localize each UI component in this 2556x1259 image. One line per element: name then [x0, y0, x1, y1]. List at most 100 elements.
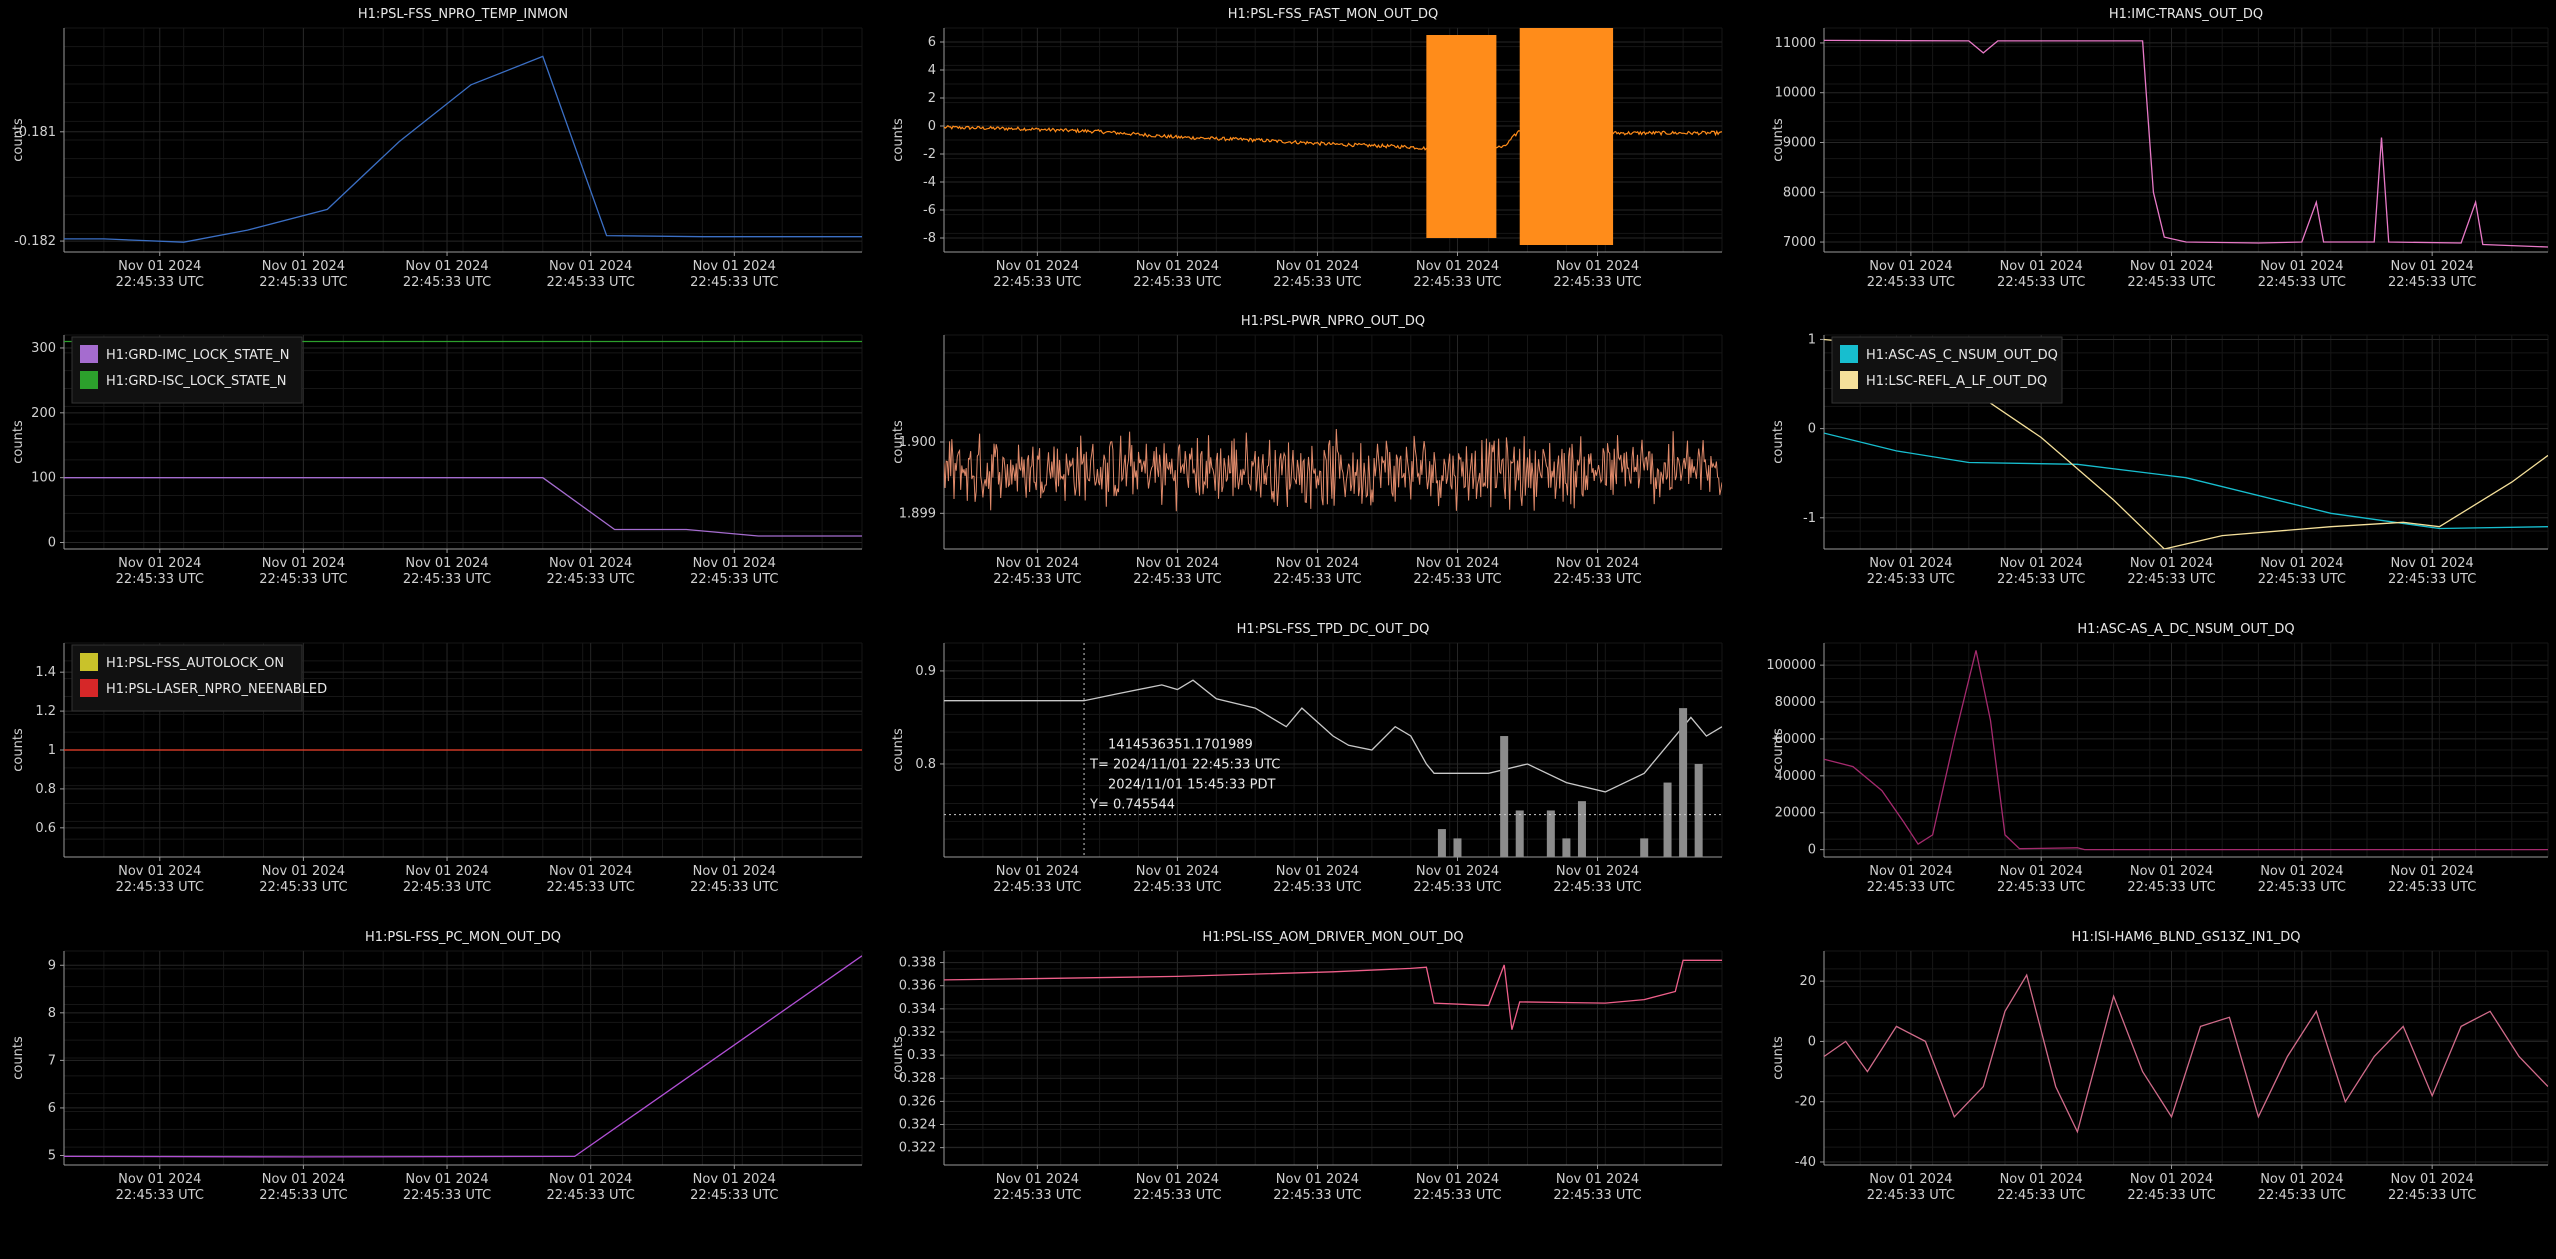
x-tick-label: 22:45:33 UTC	[2127, 275, 2215, 290]
y-axis-label: counts	[891, 728, 906, 772]
x-tick-label: Nov 01 2024	[1416, 259, 1499, 274]
series-line	[1824, 432, 2548, 530]
x-tick-label: 22:45:33 UTC	[1273, 880, 1361, 895]
plot-svg-pwr-npro[interactable]: H1:PSL-PWR_NPRO_OUT_DQ 1.899 1.900 Nov 01 2…	[880, 307, 1730, 607]
y-tick-label: -4	[923, 175, 936, 190]
y-tick-label: 200	[31, 406, 56, 421]
plot-svg-imc-trans[interactable]: H1:IMC-TRANS_OUT_DQ 7000 8000 9000 10000 1100…	[1760, 0, 2556, 310]
y-axis-label: counts	[1771, 728, 1786, 772]
plot-svg-aom-driver[interactable]: H1:PSL-ISS_AOM_DRIVER_MON_OUT_DQ 0.322 0.3…	[880, 923, 1730, 1223]
y-tick-label: -1	[1803, 511, 1816, 526]
y-tick-label: 40000	[1775, 769, 1816, 784]
plot-svg-pc-mon[interactable]: H1:PSL-FSS_PC_MON_OUT_DQ 5 6 7 8 9 Nov 01 2024…	[0, 923, 870, 1223]
x-tick-label: Nov 01 2024	[996, 259, 1079, 274]
x-tick-label: Nov 01 2024	[2391, 556, 2474, 571]
plot-title: H1:PSL-PWR_NPRO_OUT_DQ	[1241, 314, 1425, 329]
x-tick-label: Nov 01 2024	[1276, 259, 1359, 274]
x-tick-label: 22:45:33 UTC	[1867, 1188, 1955, 1203]
plot-svg-tpd-dc[interactable]: H1:PSL-FSS_TPD_DC_OUT_DQ 0.8 0.9 Nov 01 202…	[880, 615, 1730, 915]
plot-svg-fast-mon[interactable]: H1:PSL-FSS_FAST_MON_OUT_DQ -8 -6 -4 -2 0 2 4 6 No…	[880, 0, 1730, 310]
series-spike	[1577, 801, 1586, 857]
series-line	[64, 955, 862, 1158]
x-tick-label: Nov 01 2024	[405, 556, 488, 571]
plot-panel-as-a-dc[interactable]: H1:ASC-AS_A_DC_NSUM_OUT_DQ 0 20000 40000 600…	[1760, 615, 2556, 915]
x-tick-label: 22:45:33 UTC	[2258, 275, 2346, 290]
y-tick-label: 1	[48, 743, 56, 758]
plot-svg-isi-ham6[interactable]: H1:ISI-HAM6_BLND_GS13Z_IN1_DQ -40 -20 0 20 No…	[1760, 923, 2556, 1223]
plot-panel-npro-temp[interactable]: H1:PSL-FSS_NPRO_TEMP_INMON -0.182 -0.181 No…	[0, 0, 870, 310]
plot-panel-imc-trans[interactable]: H1:IMC-TRANS_OUT_DQ 7000 8000 9000 10000 1100…	[1760, 0, 2556, 310]
plot-area	[1824, 39, 2548, 248]
y-axis-label: counts	[11, 728, 26, 772]
y-tick-label: 9000	[1783, 135, 1816, 150]
x-tick-label: 22:45:33 UTC	[259, 275, 347, 290]
y-tick-label: 8	[48, 1006, 56, 1021]
plot-title: H1:PSL-ISS_AOM_DRIVER_MON_OUT_DQ	[1202, 930, 1463, 945]
x-tick-label: 22:45:33 UTC	[690, 572, 778, 587]
x-tick-label: 22:45:33 UTC	[1997, 1188, 2085, 1203]
plot-panel-guardian[interactable]: 0 100 200 300 Nov 01 2024 22:45:33 UTC Nov 01 …	[0, 307, 870, 607]
y-tick-label: 100	[31, 471, 56, 486]
legend-label: H1:GRD-IMC_LOCK_STATE_N	[106, 348, 289, 363]
y-tick-label: 0.326	[899, 1094, 936, 1109]
y-tick-label: 8000	[1783, 185, 1816, 200]
legend-label: H1:ASC-AS_C_NSUM_OUT_DQ	[1866, 348, 2058, 363]
plot-panel-asc-nsum[interactable]: -1 0 1 Nov 01 2024 22:45:33 UTC Nov 01 2024 22…	[1760, 307, 2556, 607]
y-axis-label: counts	[891, 1036, 906, 1080]
x-tick-label: Nov 01 2024	[2130, 259, 2213, 274]
x-tick-label: 22:45:33 UTC	[1867, 572, 1955, 587]
x-tick-label: Nov 01 2024	[549, 259, 632, 274]
plot-panel-aom-driver[interactable]: H1:PSL-ISS_AOM_DRIVER_MON_OUT_DQ 0.322 0.3…	[880, 923, 1730, 1223]
x-tick-label: 22:45:33 UTC	[116, 572, 204, 587]
y-tick-label: -6	[923, 203, 936, 218]
x-tick-label: 22:45:33 UTC	[547, 880, 635, 895]
x-tick-label: 22:45:33 UTC	[1273, 275, 1361, 290]
x-tick-label: Nov 01 2024	[549, 556, 632, 571]
plot-svg-as-a-dc[interactable]: H1:ASC-AS_A_DC_NSUM_OUT_DQ 0 20000 40000 600…	[1760, 615, 2556, 915]
x-tick-label: Nov 01 2024	[2260, 259, 2343, 274]
plot-panel-fast-mon[interactable]: H1:PSL-FSS_FAST_MON_OUT_DQ -8 -6 -4 -2 0 2 4 6 No…	[880, 0, 1730, 310]
y-tick-label: 0.334	[899, 1002, 936, 1017]
plot-panel-autolock[interactable]: 0.6 0.8 1 1.2 1.4 Nov 01 2024 22:45:33 UTC Nov …	[0, 615, 870, 915]
plot-panel-isi-ham6[interactable]: H1:ISI-HAM6_BLND_GS13Z_IN1_DQ -40 -20 0 20 No…	[1760, 923, 2556, 1223]
x-tick-label: 22:45:33 UTC	[403, 572, 491, 587]
plot-area	[944, 428, 1722, 512]
plot-svg-npro-temp[interactable]: H1:PSL-FSS_NPRO_TEMP_INMON -0.182 -0.181 No…	[0, 0, 870, 310]
series-line	[944, 428, 1722, 512]
x-tick-label: Nov 01 2024	[405, 259, 488, 274]
plot-panel-pwr-npro[interactable]: H1:PSL-PWR_NPRO_OUT_DQ 1.899 1.900 Nov 01 2…	[880, 307, 1730, 607]
x-tick-label: Nov 01 2024	[2000, 1172, 2083, 1187]
plot-area	[944, 959, 1722, 1030]
x-tick-label: Nov 01 2024	[2260, 1172, 2343, 1187]
series-line	[1824, 39, 2548, 248]
x-tick-label: 22:45:33 UTC	[1413, 880, 1501, 895]
cursor-readout: Y= 0.745544	[1089, 798, 1175, 813]
plot-area	[64, 955, 862, 1158]
x-tick-label: 22:45:33 UTC	[1133, 275, 1221, 290]
plot-panel-tpd-dc[interactable]: H1:PSL-FSS_TPD_DC_OUT_DQ 0.8 0.9 Nov 01 202…	[880, 615, 1730, 915]
x-tick-label: Nov 01 2024	[118, 556, 201, 571]
x-tick-label: 22:45:33 UTC	[1553, 275, 1641, 290]
plot-title: H1:PSL-FSS_PC_MON_OUT_DQ	[365, 930, 561, 945]
x-tick-label: 22:45:33 UTC	[1133, 1188, 1221, 1203]
x-tick-label: Nov 01 2024	[2130, 556, 2213, 571]
y-tick-label: 7000	[1783, 235, 1816, 250]
x-tick-label: 22:45:33 UTC	[2388, 880, 2476, 895]
y-tick-label: 1.2	[35, 704, 56, 719]
y-tick-label: 2	[928, 91, 936, 106]
series-spike	[1663, 782, 1672, 857]
x-tick-label: Nov 01 2024	[2000, 259, 2083, 274]
x-tick-label: Nov 01 2024	[1556, 1172, 1639, 1187]
plot-panel-pc-mon[interactable]: H1:PSL-FSS_PC_MON_OUT_DQ 5 6 7 8 9 Nov 01 2024…	[0, 923, 870, 1223]
x-tick-label: Nov 01 2024	[405, 1172, 488, 1187]
x-tick-label: Nov 01 2024	[118, 864, 201, 879]
x-tick-label: Nov 01 2024	[693, 259, 776, 274]
y-tick-label: 5	[48, 1148, 56, 1163]
y-tick-label: 6	[48, 1101, 56, 1116]
plot-title: H1:ASC-AS_A_DC_NSUM_OUT_DQ	[2077, 622, 2294, 637]
x-tick-label: 22:45:33 UTC	[547, 275, 635, 290]
x-tick-label: 22:45:33 UTC	[2127, 1188, 2215, 1203]
